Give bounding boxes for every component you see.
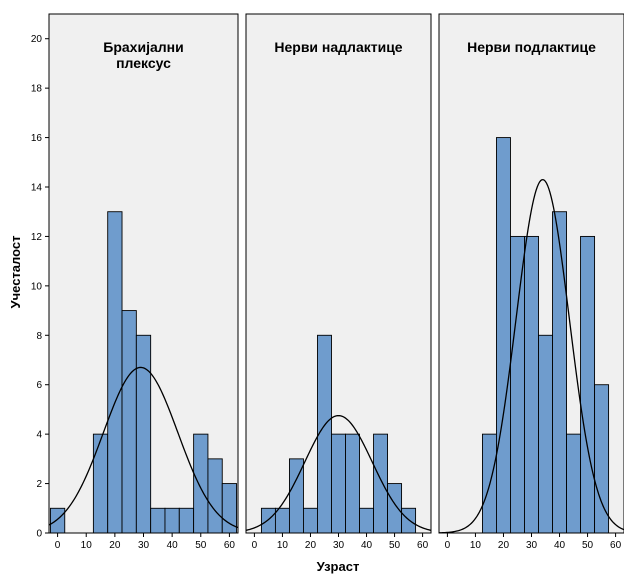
histogram-bar	[345, 433, 360, 534]
x-tick-label: 50	[582, 540, 594, 551]
y-tick-label: 18	[31, 84, 43, 95]
x-tick-label: 60	[224, 540, 236, 551]
y-tick-label: 2	[36, 479, 42, 490]
y-tick-label: 8	[36, 331, 42, 342]
y-tick-label: 12	[31, 232, 43, 243]
x-tick-label: 0	[445, 540, 451, 551]
x-tick-label: 30	[333, 540, 345, 551]
x-tick-label: 0	[252, 540, 258, 551]
x-tick-label: 10	[81, 540, 93, 551]
histogram-bar	[566, 433, 582, 534]
histogram-bar	[193, 433, 209, 534]
histogram-bar	[401, 507, 417, 534]
histogram-bar	[510, 235, 525, 534]
histogram-bar	[150, 507, 166, 534]
histogram-bar	[580, 235, 596, 534]
x-tick-label: 50	[195, 540, 207, 551]
histogram-bar	[260, 507, 276, 534]
histogram-bar	[178, 507, 195, 534]
histogram-bar	[135, 334, 152, 534]
histogram-bar	[373, 433, 389, 534]
x-tick-label: 40	[167, 540, 179, 551]
normal-curve	[245, 414, 432, 531]
x-tick-label: 60	[610, 540, 622, 551]
y-tick-label: 0	[36, 529, 42, 540]
y-tick-label: 4	[36, 430, 42, 441]
histogram-bar	[538, 334, 553, 534]
normal-curve	[438, 178, 624, 534]
x-tick-label: 10	[470, 540, 482, 551]
x-tick-label: 30	[138, 540, 150, 551]
histogram-bar	[303, 507, 318, 534]
y-tick-label: 14	[31, 183, 43, 194]
x-tick-label: 40	[361, 540, 373, 551]
x-tick-label: 60	[417, 540, 429, 551]
histogram-bar	[594, 384, 610, 534]
histogram-bar	[359, 507, 374, 534]
panel-title: Брахијални	[103, 39, 183, 55]
histogram-bar	[552, 211, 567, 534]
histogram-bar	[164, 507, 180, 534]
histogram-bar	[317, 334, 332, 534]
histogram-bar	[107, 211, 123, 534]
x-tick-label: 50	[389, 540, 401, 551]
histogram-bar	[524, 235, 539, 534]
panel-title: плексус	[116, 55, 171, 71]
x-tick-label: 0	[55, 540, 61, 551]
y-tick-label: 6	[36, 380, 42, 391]
panel-2: 0 10 20 30 40 50 60 Нерви надлактице	[245, 13, 432, 551]
histogram-bar	[207, 458, 223, 534]
histogram-bar	[331, 433, 346, 534]
panel-title: Нерви надлактице	[274, 39, 402, 55]
panel-3: 0 10 20 30 40 50 60 Нерви подлактице	[438, 13, 624, 551]
histogram-bar	[274, 507, 290, 534]
y-axis-title: Учесталост	[8, 236, 23, 309]
x-tick-label: 10	[277, 540, 289, 551]
y-tick-label: 20	[31, 34, 43, 45]
y-tick-label: 10	[31, 281, 43, 292]
panel-title: Нерви подлактице	[467, 39, 596, 55]
histogram-bar	[121, 310, 137, 534]
x-tick-label: 30	[526, 540, 538, 551]
x-tick-label: 20	[498, 540, 510, 551]
y-tick-label: 16	[31, 133, 43, 144]
histogram-bar	[387, 483, 403, 534]
normal-curve	[48, 366, 239, 529]
histogram-bar	[92, 433, 109, 534]
x-tick-label: 20	[305, 540, 317, 551]
x-tick-label: 20	[109, 540, 121, 551]
y-axis: 0 2 4 6 8 10 12 14 16 18 20	[31, 34, 49, 540]
histogram-bar	[496, 137, 511, 534]
x-axis-title: Узраст	[317, 559, 360, 574]
histogram-bar	[49, 507, 66, 534]
x-tick-label: 40	[554, 540, 566, 551]
